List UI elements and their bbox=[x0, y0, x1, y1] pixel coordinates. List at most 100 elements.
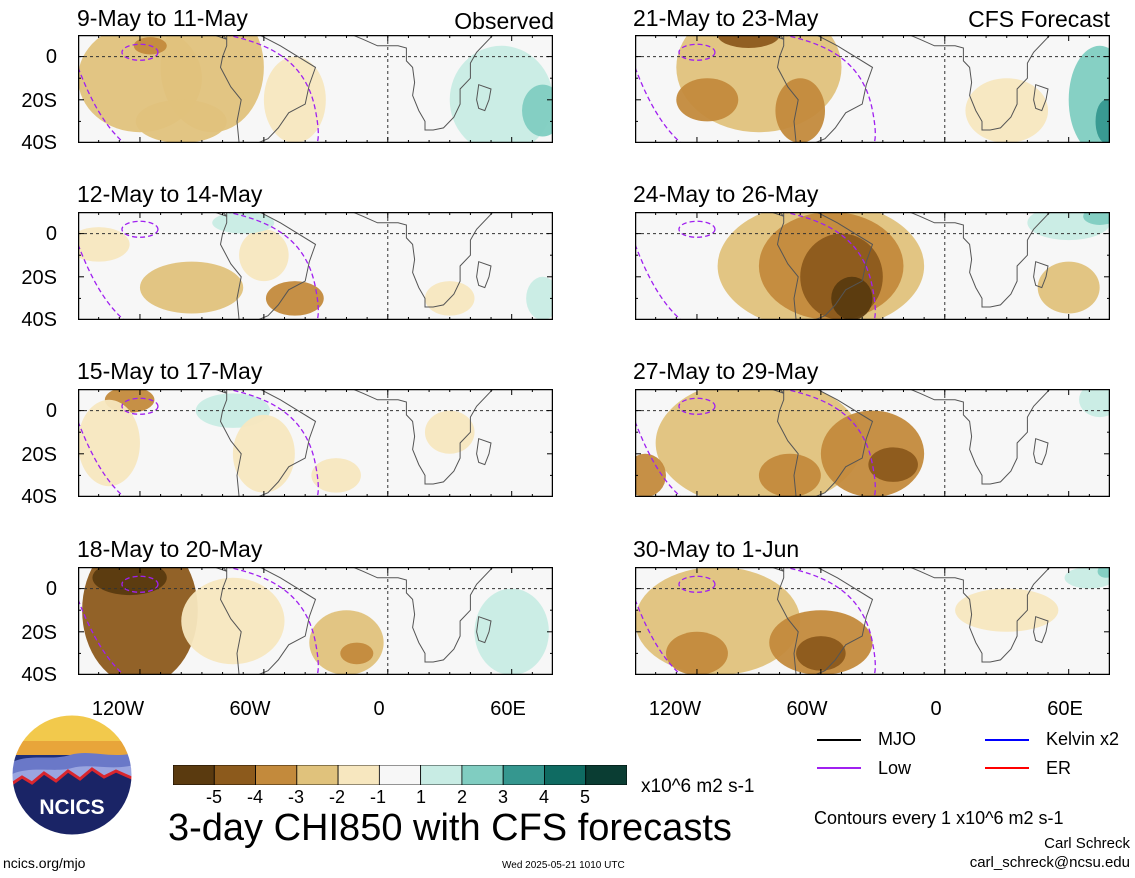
x-tick-label: 60W bbox=[786, 698, 828, 720]
legend-line-low bbox=[817, 767, 861, 769]
map-panel-8 bbox=[635, 567, 1110, 675]
anomaly-region bbox=[717, 35, 780, 48]
anomaly-region bbox=[831, 276, 873, 320]
map-field bbox=[78, 212, 553, 320]
map-panel-6 bbox=[635, 212, 1110, 320]
coastline bbox=[776, 389, 874, 497]
y-tick-label: 40S bbox=[21, 309, 57, 331]
ncics-logo[interactable]: NCICS bbox=[10, 713, 134, 837]
anomaly-region bbox=[309, 610, 384, 675]
anomaly-region bbox=[868, 447, 918, 482]
author-email[interactable]: carl_schreck@ncsu.edu bbox=[969, 854, 1130, 871]
coastline bbox=[219, 35, 317, 143]
coastline bbox=[754, 35, 785, 40]
main-title: 3-day CHI850 with CFS forecasts bbox=[168, 807, 732, 849]
anomaly-region bbox=[635, 453, 666, 497]
colorbar-swatch bbox=[255, 765, 298, 785]
coastline bbox=[909, 567, 1051, 663]
y-tick-label: 20S bbox=[21, 267, 57, 289]
x-tick-label: 0 bbox=[373, 698, 385, 720]
colorbar-label: -2 bbox=[328, 787, 345, 807]
colorbar-label: 4 bbox=[538, 787, 549, 807]
map-field bbox=[635, 35, 1110, 143]
colorbar-label: -5 bbox=[205, 787, 222, 807]
anomaly-region bbox=[965, 78, 1049, 143]
y-tick-label: 20S bbox=[21, 90, 57, 112]
low-contour bbox=[223, 212, 319, 320]
panel-title-3: 15-May to 17-May bbox=[77, 358, 263, 384]
anomaly-region bbox=[212, 212, 275, 234]
coastline bbox=[1033, 84, 1049, 112]
coastline bbox=[219, 212, 317, 320]
map-panel-2 bbox=[78, 212, 553, 320]
map-panel-3 bbox=[78, 389, 553, 497]
colorbar-label: -1 bbox=[369, 787, 386, 807]
legend-label-mjo: MJO bbox=[878, 729, 916, 749]
y-tick-label: 40S bbox=[21, 486, 57, 508]
low-contour bbox=[635, 421, 683, 497]
author: Carl Schreck bbox=[1044, 835, 1130, 852]
timestamp: Wed 2025-05-21 1010 UTC bbox=[502, 860, 625, 871]
map-frame bbox=[635, 35, 1110, 143]
y-tick-label: 40S bbox=[21, 132, 57, 154]
map-field bbox=[78, 389, 553, 497]
low-contour bbox=[678, 43, 716, 61]
low-contour bbox=[121, 220, 159, 238]
colorbar-swatch bbox=[173, 765, 215, 785]
low-contour bbox=[78, 599, 126, 675]
legend-label-kelvin: Kelvin x2 bbox=[1046, 729, 1120, 749]
low-contour bbox=[78, 244, 126, 320]
coastline bbox=[909, 212, 1051, 308]
coastline bbox=[1033, 261, 1049, 289]
anomaly-region bbox=[78, 399, 140, 487]
map-frame bbox=[78, 389, 553, 497]
low-contour bbox=[678, 575, 716, 593]
map-field bbox=[78, 35, 553, 143]
logo-text: NCICS bbox=[39, 796, 104, 819]
map-panel-1 bbox=[78, 35, 553, 143]
x-tick-label: 60E bbox=[1047, 698, 1083, 720]
anomaly-region bbox=[232, 414, 295, 493]
site-link[interactable]: ncics.org/mjo bbox=[3, 855, 86, 871]
anomaly-region bbox=[1079, 389, 1110, 418]
anomaly-region bbox=[139, 261, 244, 314]
colorbar-swatch bbox=[502, 765, 545, 785]
coastline bbox=[197, 567, 228, 572]
colorbar-label: -3 bbox=[287, 787, 304, 807]
panel-title-2: 12-May to 14-May bbox=[77, 181, 263, 207]
anomaly-region bbox=[1095, 99, 1110, 143]
colorbar bbox=[173, 765, 627, 785]
map-field bbox=[635, 567, 1110, 675]
observed-label: Observed bbox=[454, 8, 554, 34]
colorbar-swatch bbox=[378, 765, 422, 785]
anomaly-region bbox=[1037, 261, 1100, 314]
colorbar-swatch bbox=[420, 765, 463, 785]
coastline bbox=[776, 212, 874, 320]
low-contour bbox=[121, 575, 159, 593]
low-contour bbox=[678, 220, 716, 238]
coastline bbox=[476, 261, 492, 289]
legend-line-kelvin bbox=[985, 739, 1029, 741]
panel-title-7: 27-May to 29-May bbox=[633, 358, 819, 384]
x-tick-label: 60W bbox=[229, 698, 271, 720]
coastline bbox=[219, 389, 317, 497]
coastline bbox=[909, 389, 1051, 485]
colorbar-swatch bbox=[296, 765, 339, 785]
coastline bbox=[1033, 616, 1049, 644]
anomaly-region bbox=[424, 410, 475, 454]
map-field bbox=[78, 567, 553, 675]
low-contour bbox=[780, 567, 876, 675]
anomaly-region bbox=[526, 276, 553, 320]
anomaly-region bbox=[82, 567, 198, 675]
low-contour bbox=[223, 35, 319, 143]
coastline bbox=[754, 212, 785, 217]
legend-line-mjo bbox=[817, 739, 861, 741]
coastline bbox=[352, 35, 494, 131]
coastline bbox=[1033, 438, 1049, 466]
map-frame bbox=[78, 567, 553, 675]
anomaly-region bbox=[340, 642, 374, 665]
legend-label-er: ER bbox=[1046, 758, 1072, 778]
x-tick-label: 60E bbox=[490, 698, 526, 720]
anomaly-region bbox=[474, 588, 549, 675]
colorbar-label: -4 bbox=[246, 787, 263, 807]
